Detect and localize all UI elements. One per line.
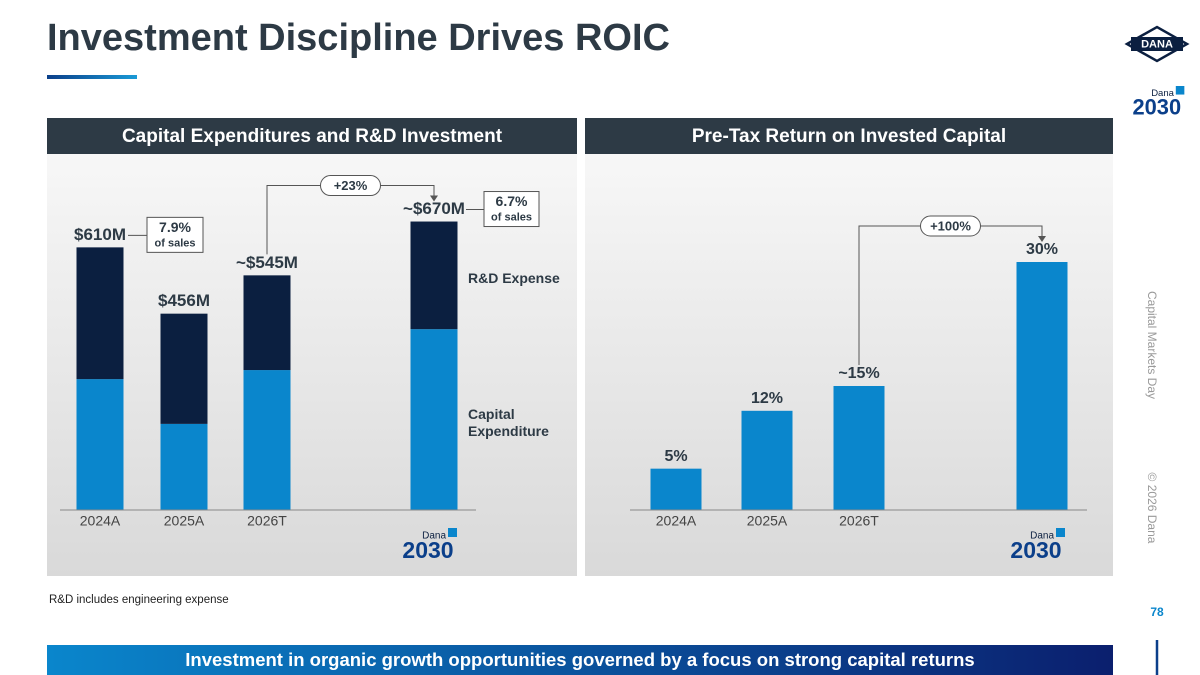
value-label: 30% <box>1026 241 1058 258</box>
bar-segment <box>76 379 124 510</box>
banner <box>47 645 1113 675</box>
bar-segment <box>243 370 291 510</box>
legend-label: R&D Expense <box>468 269 560 286</box>
panel-header <box>47 118 577 154</box>
legend-label: Capital Expenditure <box>468 405 549 439</box>
annotation-subtext: of sales <box>155 237 196 249</box>
dana-logo: DANA <box>1124 25 1190 63</box>
bar <box>833 386 885 510</box>
brand-icon <box>1056 528 1065 537</box>
x-tick-label: 2025A <box>164 513 205 529</box>
brand-name: Dana <box>1151 88 1174 99</box>
footnote: R&D includes engineering expense <box>49 594 229 606</box>
chart-title: Pre-Tax Return on Invested Capital <box>692 126 1006 147</box>
growth-arrowhead <box>1038 236 1046 242</box>
brand-icon <box>448 528 457 537</box>
growth-pill <box>320 175 381 197</box>
growth-label: +23% <box>334 178 368 193</box>
bar-segment <box>410 221 458 330</box>
x-tick-label: 2024A <box>80 513 121 529</box>
bar-segment <box>160 313 208 424</box>
chart-title: Capital Expenditures and R&D Investment <box>122 126 503 147</box>
growth-pill <box>920 215 981 237</box>
brand-year: 2030 <box>1010 537 1061 563</box>
total-label: $610M <box>74 225 126 244</box>
legend-entry: R&D Expense <box>468 269 560 286</box>
x-tick-label: 2025A <box>747 513 788 529</box>
bar-segment <box>160 423 208 510</box>
growth-label: +100% <box>930 218 971 233</box>
bar <box>650 468 702 510</box>
legend-entry: Capital Expenditure <box>468 405 549 439</box>
side-text: Capital Markets Day <box>1145 291 1159 399</box>
bar-segment <box>243 275 291 371</box>
bar <box>1016 262 1068 510</box>
logo-text: DANA <box>1141 38 1173 50</box>
total-label: ~$670M <box>403 199 465 218</box>
brand-year: 2030 <box>402 537 453 563</box>
brand-icon <box>1175 86 1185 95</box>
value-label: 5% <box>664 448 687 465</box>
brand-name: Dana <box>1030 531 1054 542</box>
brand-name: Dana <box>422 531 446 542</box>
annotation-text: 6.7% <box>496 193 528 209</box>
total-label: $456M <box>158 291 210 310</box>
slide-title: Investment Discipline Drives ROIC <box>47 17 670 59</box>
x-tick-label: 2024A <box>656 513 697 529</box>
bar-segment <box>410 329 458 510</box>
x-tick-label: 2026T <box>247 513 287 529</box>
page-number: 78 <box>1150 605 1164 619</box>
annotation-box <box>483 191 540 228</box>
growth-arrowhead <box>430 195 438 202</box>
panel-header <box>585 118 1113 154</box>
x-tick-label: 2026T <box>839 513 879 529</box>
title-underline <box>47 75 137 79</box>
value-label: ~15% <box>838 365 879 382</box>
bar <box>741 410 793 510</box>
annotation-text: 7.9% <box>159 219 191 235</box>
brand-year: 2030 <box>1132 95 1181 120</box>
bar-segment <box>76 247 124 380</box>
annotation-box <box>146 216 204 253</box>
side-text: © 2026 Dana <box>1145 473 1159 544</box>
total-label: ~$545M <box>236 253 298 272</box>
annotation-subtext: of sales <box>491 211 532 223</box>
value-label: 12% <box>751 390 783 407</box>
banner-text: Investment in organic growth opportuniti… <box>185 649 974 670</box>
